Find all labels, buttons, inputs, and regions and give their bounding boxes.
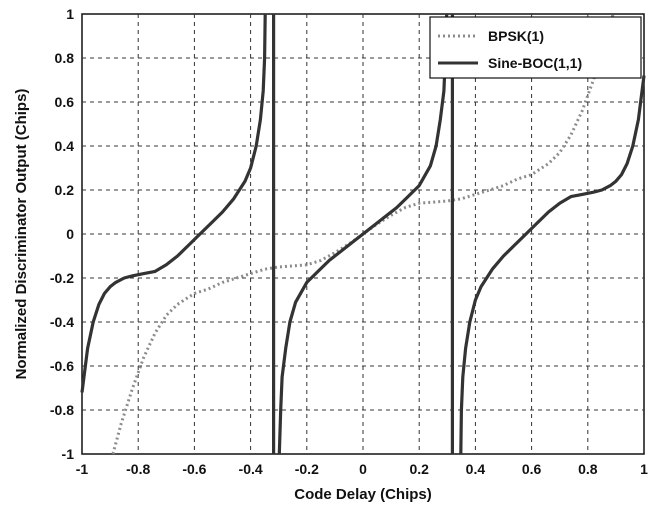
series-line-sine-boc-1-1 bbox=[459, 75, 646, 455]
x-tick-label: -0.2 bbox=[295, 461, 319, 477]
x-tick-label: 0.2 bbox=[409, 461, 429, 477]
y-tick-label: -1 bbox=[62, 446, 75, 462]
y-tick-label: 0.2 bbox=[55, 182, 75, 198]
x-axis-label: Code Delay (Chips) bbox=[294, 486, 432, 503]
series-layer bbox=[80, 13, 646, 455]
x-tick-label: -0.4 bbox=[239, 461, 263, 477]
y-tick-label: 0.4 bbox=[55, 138, 75, 154]
x-tick-label: 1 bbox=[640, 461, 648, 477]
x-tick-label: -1 bbox=[76, 461, 89, 477]
y-tick-label: 0.6 bbox=[55, 94, 75, 110]
y-tick-label: 0 bbox=[66, 226, 74, 242]
legend-label-bpsk: BPSK(1) bbox=[488, 28, 544, 44]
y-tick-labels: -1 -0.8 -0.6 -0.4 -0.2 0 0.2 0.4 0.6 0.8 1 bbox=[50, 6, 74, 462]
series-line-sine-boc-1-1 bbox=[277, 13, 449, 455]
y-tick-label: -0.2 bbox=[50, 270, 74, 286]
y-tick-label: 0.8 bbox=[55, 50, 75, 66]
legend: BPSK(1) Sine-BOC(1,1) bbox=[429, 16, 642, 79]
x-tick-label: 0.4 bbox=[466, 461, 486, 477]
y-tick-label: -0.4 bbox=[50, 314, 74, 330]
y-tick-label: -0.6 bbox=[50, 358, 74, 374]
series-line-sine-boc-1-1 bbox=[80, 13, 267, 393]
x-tick-label: -0.6 bbox=[182, 461, 206, 477]
legend-label-sine-boc: Sine-BOC(1,1) bbox=[488, 55, 582, 71]
x-tick-label: -0.8 bbox=[126, 461, 150, 477]
y-tick-label: -0.8 bbox=[50, 402, 74, 418]
legend-box bbox=[429, 16, 642, 79]
x-tick-label: 0.6 bbox=[522, 461, 542, 477]
x-tick-labels: -1 -0.8 -0.6 -0.4 -0.2 0 0.2 0.4 0.6 0.8 1 bbox=[76, 461, 648, 477]
y-tick-label: 1 bbox=[66, 6, 74, 22]
x-tick-label: 0 bbox=[359, 461, 367, 477]
y-axis-label: Normalized Discriminator Output (Chips) bbox=[13, 89, 30, 380]
x-tick-label: 0.8 bbox=[578, 461, 598, 477]
